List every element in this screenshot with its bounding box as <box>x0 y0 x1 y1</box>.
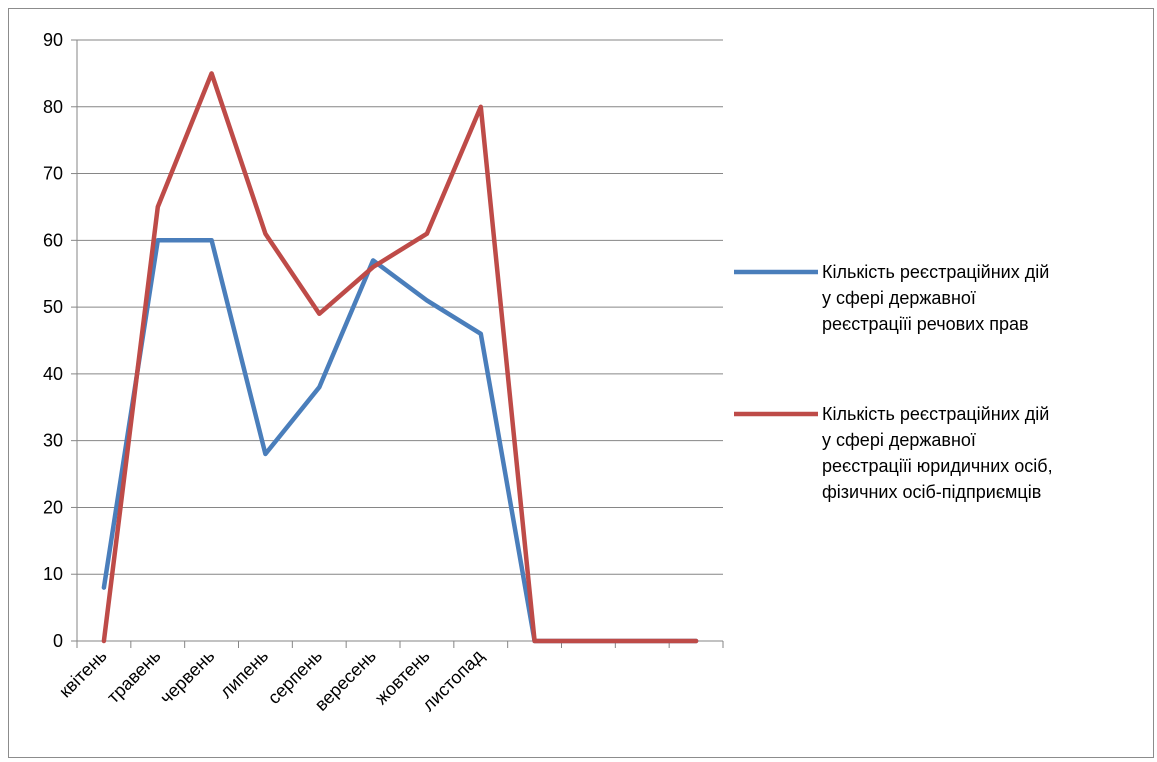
legend-label-2: фізичних осіб-підприємців <box>822 482 1041 502</box>
legend-label-1: у сфері державної <box>822 288 976 308</box>
y-tick-label: 60 <box>43 230 63 250</box>
y-tick-label: 50 <box>43 297 63 317</box>
y-tick-label: 20 <box>43 497 63 517</box>
legend: Кількість реєстраційних дій у сфері держа… <box>734 262 1053 502</box>
y-axis-tick-labels: 0 10 20 30 40 50 60 70 80 90 <box>43 30 63 651</box>
y-tick-label: 80 <box>43 97 63 117</box>
chart-frame <box>8 8 1154 758</box>
y-tick-label: 90 <box>43 30 63 50</box>
y-tick-label: 30 <box>43 431 63 451</box>
axes <box>71 39 724 648</box>
legend-label-2: реєстраціїі юридичних осіб, <box>822 456 1053 476</box>
legend-label-2: у сфері державної <box>822 430 976 450</box>
x-tick-label: червень <box>156 646 218 708</box>
y-tick-label: 10 <box>43 564 63 584</box>
y-tick-label: 40 <box>43 364 63 384</box>
series-lines <box>101 71 699 644</box>
series-line-2 <box>101 71 699 644</box>
x-tick-label: травень <box>103 646 164 707</box>
legend-label-2: Кількість реєстраційних дій <box>822 404 1049 424</box>
y-tick-label: 70 <box>43 164 63 184</box>
y-tick-label: 0 <box>53 631 63 651</box>
gridlines <box>77 39 723 575</box>
legend-label-1: реєстраціїі речових прав <box>822 314 1029 334</box>
legend-label-1: Кількість реєстраційних дій <box>822 262 1049 282</box>
x-axis-tick-labels: квітеньтравеньчервеньлипеньсерпеньвересе… <box>55 645 488 715</box>
